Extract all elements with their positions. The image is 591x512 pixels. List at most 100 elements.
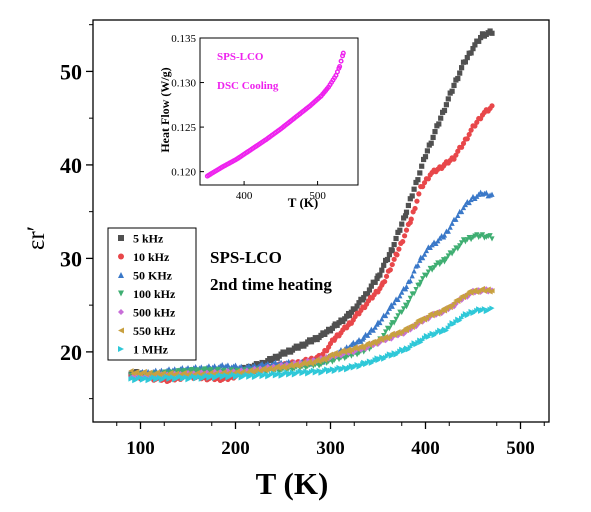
data-point <box>329 366 335 372</box>
data-point <box>208 369 214 376</box>
annotation-line-1: SPS-LCO <box>210 248 282 267</box>
inset-x-tick-label: 400 <box>236 190 253 202</box>
data-point <box>324 366 330 372</box>
data-point <box>423 272 430 279</box>
data-point <box>386 305 392 311</box>
data-point <box>453 216 459 222</box>
data-point <box>143 375 149 381</box>
main-plot-frame <box>92 19 550 423</box>
data-point <box>393 235 399 242</box>
data-point <box>424 148 430 154</box>
data-point <box>459 240 465 246</box>
data-point <box>415 177 421 183</box>
data-point <box>265 363 271 370</box>
data-point <box>386 326 392 332</box>
data-point <box>451 156 457 162</box>
data-point <box>382 278 388 285</box>
inset-frame <box>199 37 359 186</box>
main-axis-ticks: 100 200 300 400 500 20 30 40 50 <box>60 24 545 459</box>
data-point <box>177 373 183 379</box>
data-point <box>422 154 429 160</box>
data-point <box>257 371 263 377</box>
data-point <box>289 369 296 375</box>
data-point <box>231 368 237 374</box>
data-point <box>441 232 448 238</box>
data-point <box>383 312 389 319</box>
data-point <box>436 121 442 127</box>
data-point <box>447 304 453 311</box>
data-point <box>483 189 489 196</box>
data-point <box>421 180 428 186</box>
data-point <box>445 253 451 259</box>
data-point <box>168 370 174 376</box>
y-tick-label: 20 <box>60 340 82 365</box>
data-point <box>443 102 449 108</box>
data-point <box>156 374 163 381</box>
data-point <box>399 309 405 316</box>
data-point <box>464 54 470 61</box>
data-point <box>489 30 495 36</box>
data-point <box>370 327 376 333</box>
data-point <box>441 107 448 114</box>
y-tick-label: 40 <box>60 153 82 178</box>
data-point <box>407 295 413 301</box>
data-point <box>342 364 348 370</box>
data-point <box>405 325 411 331</box>
data-point <box>194 367 201 373</box>
data-point <box>223 372 229 378</box>
data-point <box>137 374 144 380</box>
data-point <box>403 209 410 215</box>
data-point <box>453 318 459 325</box>
data-point <box>423 247 430 254</box>
legend-box <box>107 227 197 361</box>
data-point <box>489 288 495 294</box>
data-point <box>244 371 250 378</box>
data-point <box>386 252 392 258</box>
data-point <box>383 329 389 335</box>
data-point <box>332 350 338 356</box>
data-point <box>155 369 161 375</box>
data-point <box>437 235 443 241</box>
inset-data-series <box>204 50 346 179</box>
data-point <box>134 369 140 375</box>
data-point <box>297 368 303 374</box>
data-point <box>476 306 482 312</box>
main-data-series <box>128 28 495 385</box>
data-point <box>396 246 402 252</box>
data-point <box>191 373 197 379</box>
data-point <box>210 373 216 379</box>
data-point <box>419 163 425 169</box>
data-point <box>472 42 478 48</box>
inset-y-tick-label: 0.125 <box>171 122 196 134</box>
data-point <box>411 322 417 328</box>
data-point <box>399 289 405 295</box>
data-point <box>459 208 465 215</box>
data-point <box>479 285 486 292</box>
data-point <box>181 370 187 376</box>
data-point <box>340 351 346 357</box>
data-point <box>407 278 413 284</box>
data-point <box>462 59 468 65</box>
data-point <box>451 321 457 327</box>
data-point <box>356 300 362 306</box>
data-point <box>430 134 436 141</box>
x-tick-label: 100 <box>126 438 155 459</box>
data-point <box>250 372 256 378</box>
data-point <box>280 363 286 369</box>
legend: 5 kHz 10 kHz 50 KHz 100 kHz 500 kHz 550 kHz 1 … <box>118 232 176 357</box>
data-point <box>274 363 280 369</box>
data-point <box>403 283 410 290</box>
data-point <box>336 320 342 326</box>
data-point <box>231 371 237 378</box>
data-point <box>352 306 358 313</box>
inset-y-tick-label: 0.130 <box>171 78 196 90</box>
inset-data-point <box>340 50 346 56</box>
x-axis-label: T (K) <box>256 466 329 501</box>
data-point <box>464 136 470 142</box>
data-point <box>468 50 474 56</box>
data-point <box>278 361 284 368</box>
data-point <box>474 232 480 238</box>
data-point <box>288 361 294 367</box>
inset-y-axis-label: Heat Flow (W/g) <box>158 67 172 152</box>
data-point <box>342 316 348 322</box>
